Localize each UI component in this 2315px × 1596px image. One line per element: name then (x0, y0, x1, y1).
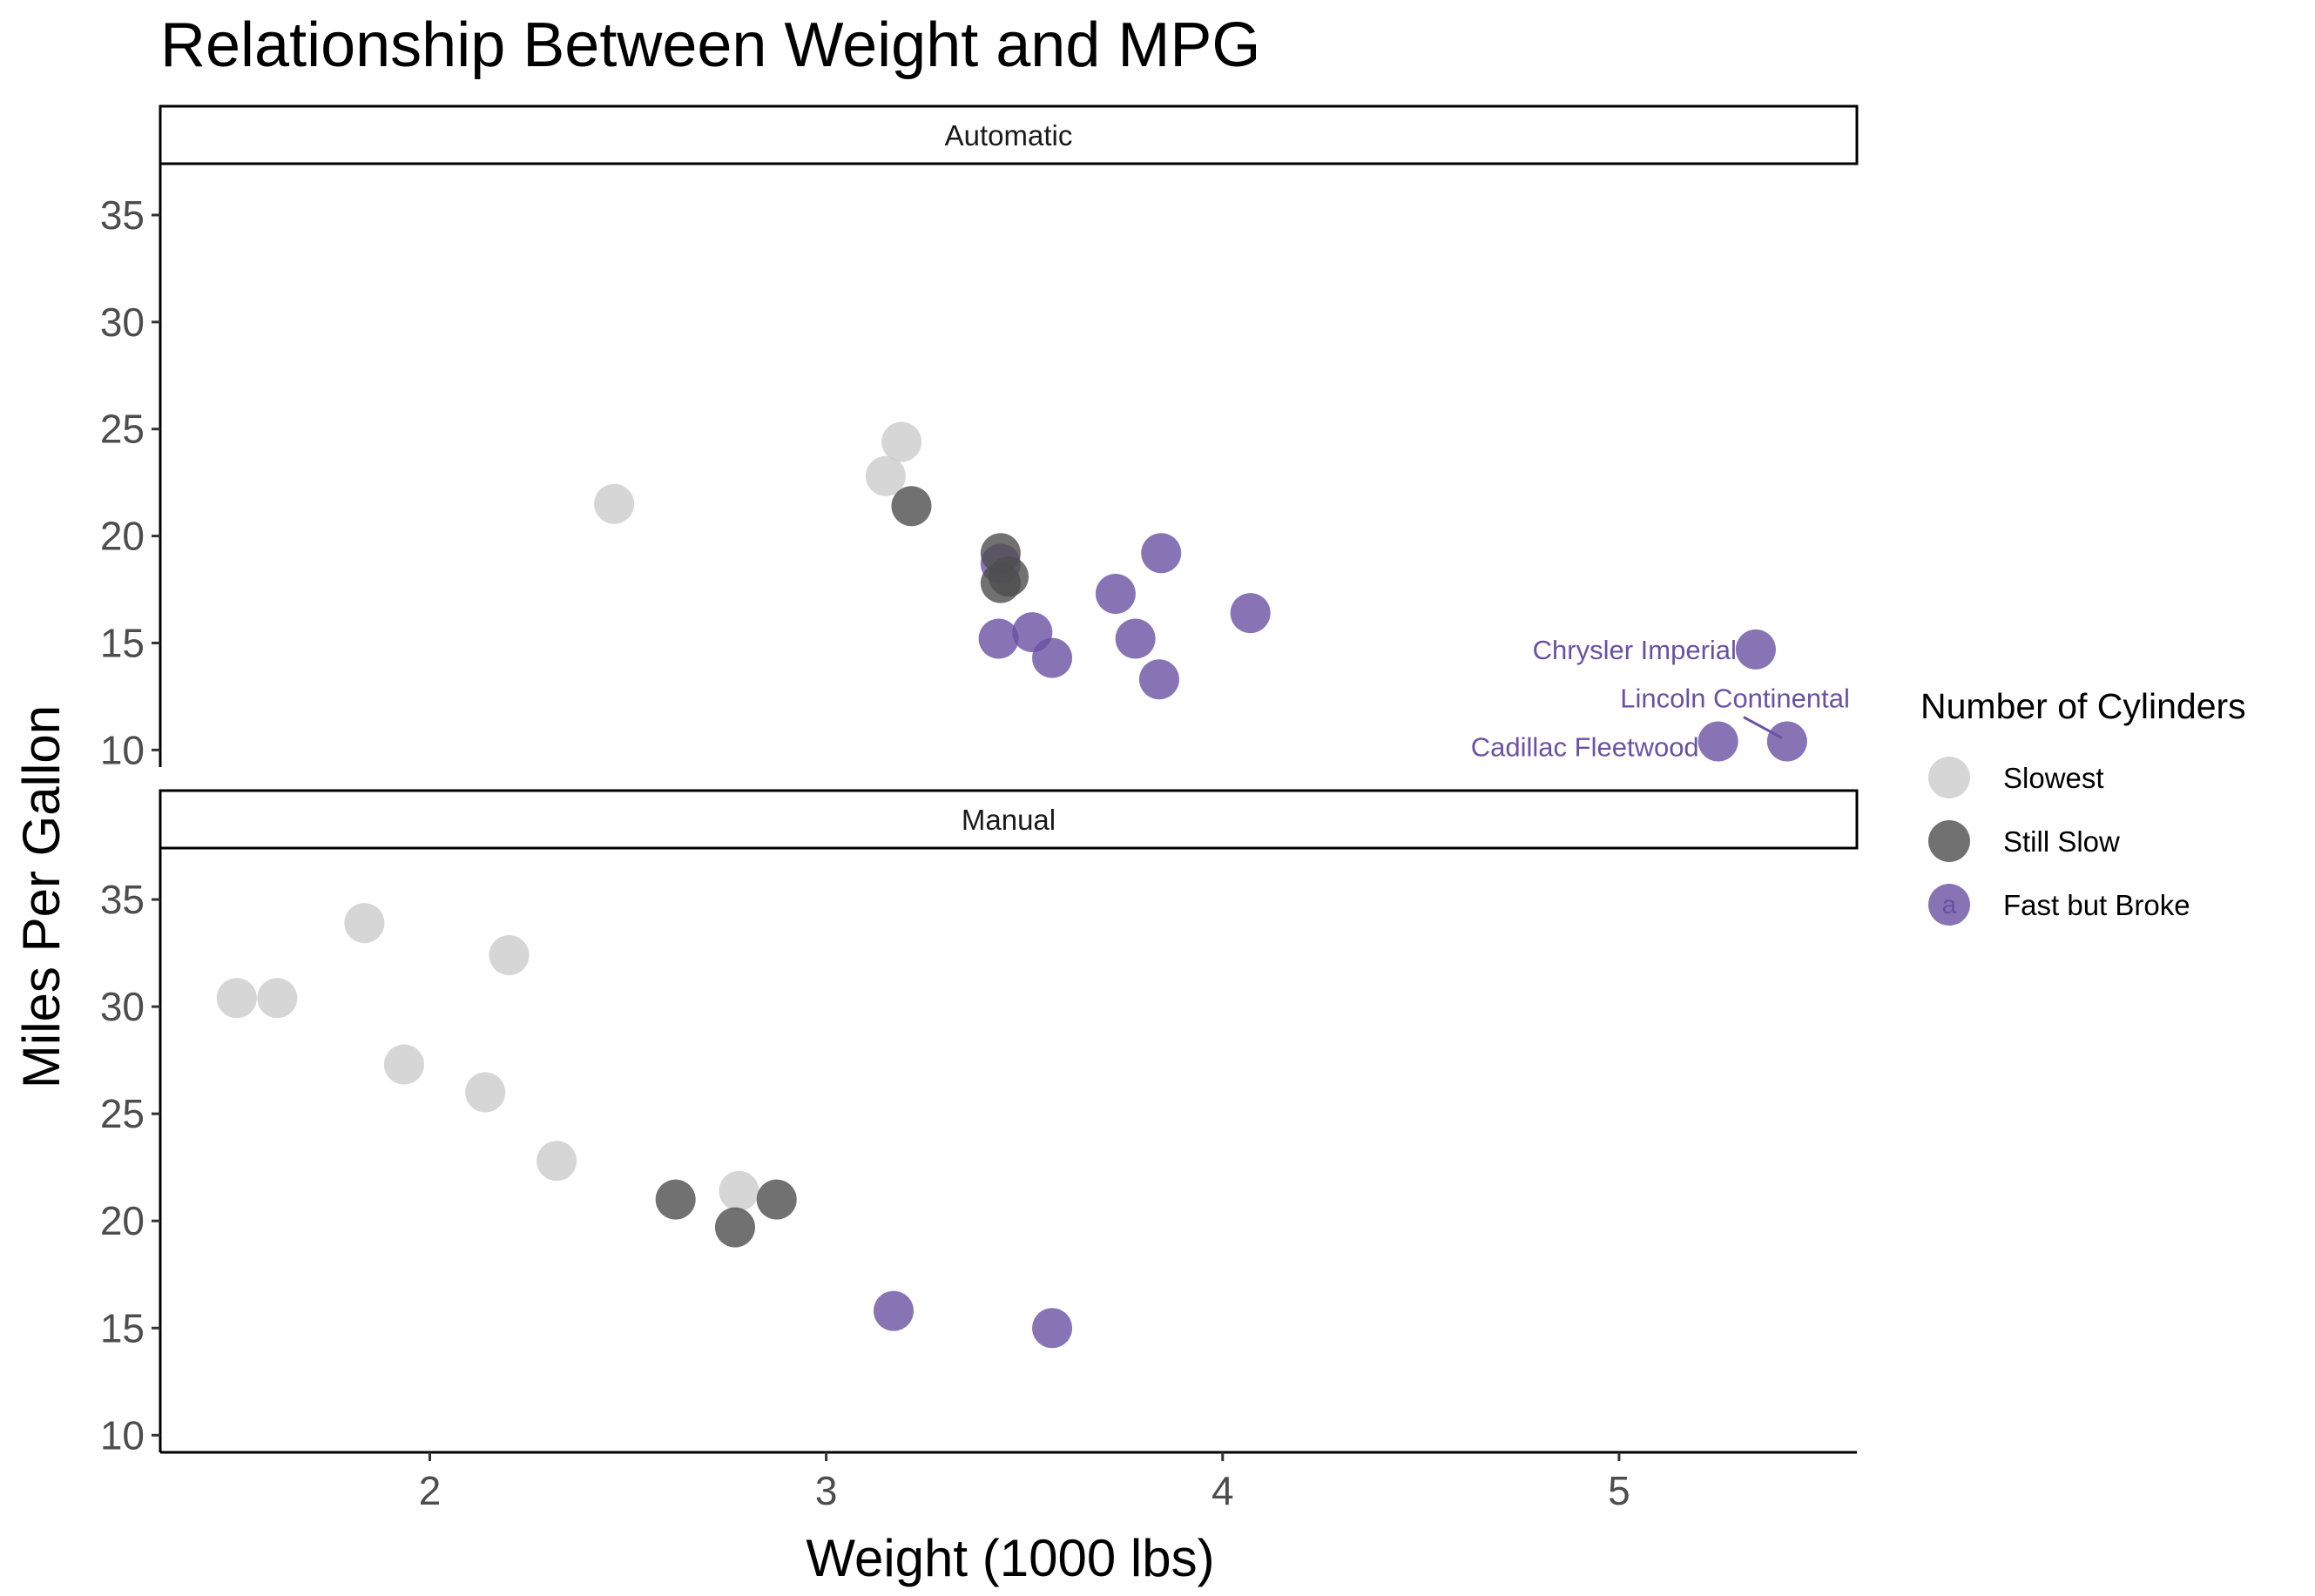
legend-key (1928, 884, 1970, 926)
data-point (537, 1141, 577, 1182)
y-tick-label: 35 (100, 192, 145, 238)
data-point (881, 421, 922, 462)
legend-label: Still Slow (2003, 825, 2120, 858)
data-point (1697, 721, 1738, 762)
data-point (1766, 721, 1807, 762)
y-tick-label: 30 (100, 984, 145, 1029)
legend-item: a Fast but Broke (1928, 884, 2190, 926)
data-point (655, 1179, 696, 1220)
data-point (1735, 629, 1776, 670)
data-point (874, 1290, 915, 1331)
x-tick-label: 4 (1211, 1468, 1234, 1513)
legend-key (1928, 820, 1970, 862)
facet-strip-label: Automatic (945, 119, 1073, 152)
y-tick-label: 15 (100, 620, 145, 665)
data-point (714, 1207, 755, 1248)
legend-title: Number of Cylinders (1920, 686, 2246, 726)
data-point (344, 903, 385, 944)
y-tick-label: 20 (100, 514, 145, 559)
chart-title: Relationship Between Weight and MPG (160, 10, 1260, 80)
y-tick-label: 10 (100, 1412, 145, 1458)
facet-panel-automatic: Automatic 10 15 20 25 30 35 Chrysler Imperial Li… (100, 104, 1859, 772)
legend: Number of Cylinders Slowest Still Slow a Fa… (1920, 686, 2246, 926)
data-point (756, 1179, 797, 1220)
point-annotation: Cadillac Fleetwood (1471, 732, 1699, 763)
y-tick-label: 15 (100, 1305, 145, 1350)
data-point (216, 978, 257, 1019)
data-point (1115, 618, 1156, 659)
point-annotation: Lincoln Continental (1620, 684, 1850, 714)
data-point (1230, 593, 1271, 634)
data-point (1141, 533, 1182, 574)
data-point (978, 618, 1019, 659)
data-point (489, 935, 530, 976)
facet-strip (159, 104, 1859, 165)
data-point (865, 455, 906, 496)
data-point (465, 1072, 506, 1113)
legend-items: Slowest Still Slow a Fast but Broke (1928, 757, 2190, 926)
legend-key-text: a (1942, 891, 1957, 919)
data-point (594, 483, 635, 524)
facet-strip (159, 789, 1859, 850)
x-axis-title: Weight (1000 lbs) (806, 1529, 1214, 1587)
data-point (1095, 573, 1136, 614)
legend-item: Still Slow (1928, 820, 2120, 862)
data-point (257, 978, 298, 1019)
facet-panel-manual: Manual 10 15 20 25 30 35 2 3 4 5 (100, 789, 1859, 1513)
legend-label: Slowest (2003, 762, 2104, 794)
data-point (383, 1044, 424, 1085)
x-tick-label: 3 (815, 1468, 838, 1513)
data-point (1012, 612, 1053, 653)
y-tick-label: 10 (100, 727, 145, 772)
data-point (891, 486, 932, 527)
data-point (989, 556, 1029, 597)
y-tick-label: 25 (100, 407, 145, 452)
x-tick-label: 5 (1608, 1468, 1630, 1513)
legend-key (1928, 757, 1970, 798)
facet-strip-label: Manual (962, 804, 1056, 836)
data-point (1138, 659, 1179, 700)
legend-label: Fast but Broke (2003, 889, 2190, 921)
point-annotation: Chrysler Imperial (1533, 635, 1737, 665)
y-tick-label: 30 (100, 300, 145, 345)
legend-item: Slowest (1928, 757, 2104, 798)
y-tick-label: 35 (100, 877, 145, 922)
x-tick-label: 2 (419, 1468, 442, 1513)
y-tick-label: 25 (100, 1091, 145, 1136)
y-axis-title: Miles Per Gallon (12, 705, 71, 1088)
annotation-leader (1743, 716, 1783, 739)
y-tick-label: 20 (100, 1198, 145, 1243)
data-point (1032, 1308, 1073, 1349)
data-point (719, 1170, 759, 1211)
